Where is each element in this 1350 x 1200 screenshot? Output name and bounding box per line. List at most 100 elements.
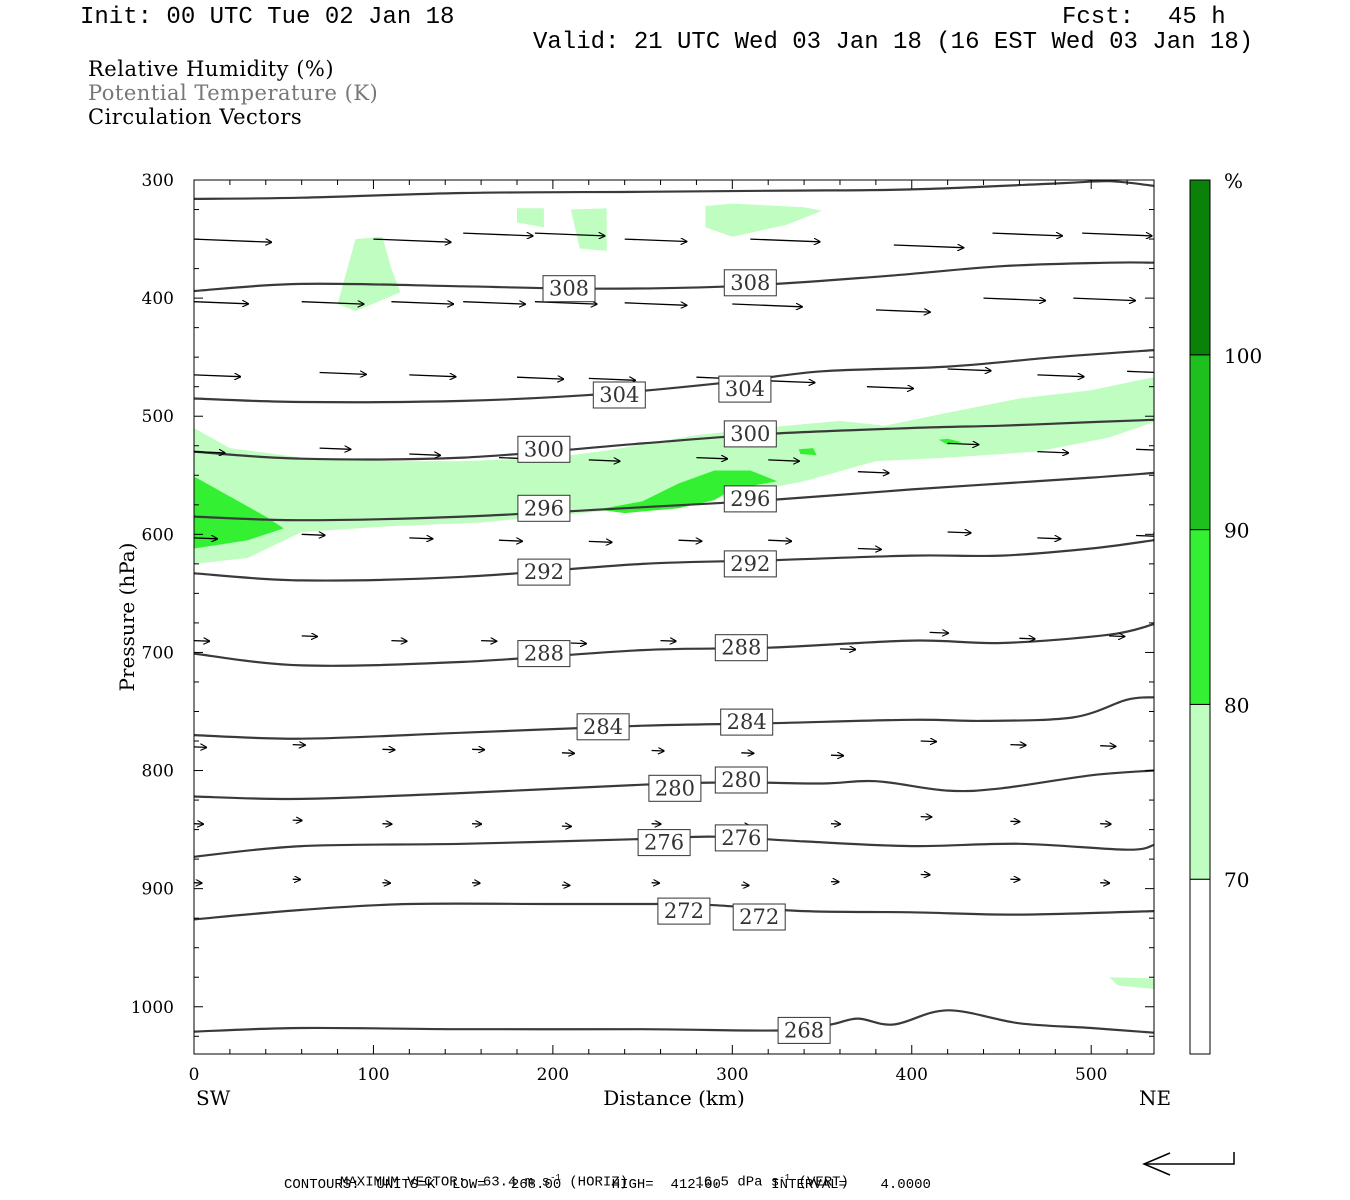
theta-label-308: 308 (542, 275, 596, 303)
forecast-hour: 45 h (1168, 4, 1226, 31)
theta-label-box (517, 494, 571, 522)
reference-vector (1142, 1152, 1235, 1176)
circulation-vector (391, 641, 407, 642)
forecast-label: Fcst: (1062, 4, 1135, 31)
rh-region-70-80 (705, 203, 822, 237)
rh-region-80-90 (597, 470, 778, 514)
circulation-vector (1010, 745, 1026, 746)
theta-label-box (777, 1016, 831, 1044)
theta-label-272: 272 (657, 897, 711, 925)
circulation-vector (947, 443, 979, 444)
rh-region-80-90 (798, 448, 817, 456)
theta-label-296: 296 (723, 485, 777, 513)
rh-colorbar: 70 80 90 100 (1189, 179, 1262, 1055)
circulation-vector (561, 753, 574, 754)
theta-label-box (657, 897, 711, 925)
theta-label-text: 284 (583, 715, 623, 739)
colorbar-band-80-90 (1189, 529, 1211, 705)
circulation-vector (292, 745, 305, 746)
circulation-vectors (194, 233, 1154, 885)
legend-vectors: Circulation Vectors (88, 105, 303, 129)
circulation-vector (624, 303, 687, 306)
circulation-vector (1136, 536, 1154, 537)
circulation-vector (1073, 298, 1135, 301)
theta-label-308: 308 (723, 269, 777, 297)
y-tick-label: 800 (142, 762, 174, 782)
theta-label-304: 304 (718, 375, 772, 403)
theta-label-text: 304 (599, 383, 639, 407)
circulation-vector (1037, 375, 1084, 377)
circulation-vector (463, 302, 525, 304)
x-tick-label: 200 (537, 1065, 569, 1085)
theta-label-text: 308 (549, 277, 589, 301)
circulation-vector (1153, 233, 1154, 234)
circulation-vector (301, 302, 364, 304)
theta-contour-288 (194, 623, 1154, 667)
colorbar-band-none (1189, 878, 1211, 1055)
circulation-vector (893, 245, 964, 248)
circulation-vector (1100, 746, 1116, 747)
theta-label-276: 276 (637, 829, 691, 857)
colorbar-unit: % (1224, 169, 1243, 193)
circulation-vector (1082, 233, 1152, 236)
theta-label-300: 300 (723, 420, 777, 448)
circulation-vector (768, 540, 791, 541)
circulation-vector (1136, 448, 1154, 451)
rh-region-70-80 (337, 236, 401, 312)
circulation-vector (481, 641, 497, 642)
circulation-vector (516, 377, 564, 379)
rh-region-80-90 (194, 476, 284, 549)
theta-label-text: 288 (524, 642, 564, 666)
theta-label-text: 296 (730, 487, 770, 511)
circulation-vector (1037, 538, 1060, 539)
theta-label-284: 284 (720, 708, 774, 736)
circulation-vector (194, 375, 241, 377)
circulation-vector (409, 454, 440, 455)
circulation-vector (373, 238, 451, 242)
theta-label-box (718, 375, 772, 403)
theta-label-box (648, 774, 702, 802)
circulation-vector (1037, 452, 1068, 453)
theta-label-text: 276 (721, 826, 761, 850)
x-tick-label: 300 (716, 1065, 748, 1085)
y-tick-label: 1000 (131, 998, 174, 1018)
circulation-vector (194, 302, 248, 304)
theta-contour-268 (194, 1009, 1154, 1034)
colorbar-label: 90 (1224, 519, 1249, 543)
theta-label-text: 276 (644, 831, 684, 855)
theta-label-box (714, 824, 768, 852)
circulation-vector (588, 460, 620, 461)
colorbar-label: 80 (1224, 693, 1249, 717)
legend-theta: Potential Temperature (K) (88, 81, 379, 105)
circulation-vector (875, 310, 930, 312)
circulation-vector (992, 233, 1063, 236)
theta-label-box (517, 435, 571, 463)
theta-label-box (637, 829, 691, 857)
circulation-vector (319, 373, 367, 375)
circulation-vector (472, 749, 484, 750)
circulation-vector (588, 541, 612, 542)
circulation-vector (857, 549, 881, 550)
theta-label-288: 288 (517, 640, 571, 668)
colorbar-label: 100 (1224, 344, 1262, 368)
circulation-vector (866, 387, 914, 389)
circulation-vector (391, 302, 453, 304)
y-tick-label: 600 (142, 525, 174, 545)
theta-label-text: 292 (730, 552, 770, 576)
circulation-vector (409, 375, 456, 377)
circulation-vector (947, 532, 971, 533)
x-end-label-ne: NE (1139, 1086, 1171, 1110)
init-time: Init: 00 UTC Tue 02 Jan 18 (80, 4, 455, 31)
colorbar-band-70-80 (1189, 703, 1211, 880)
circulation-vector (194, 747, 206, 748)
theta-label-292: 292 (723, 550, 777, 578)
theta-label-text: 288 (721, 636, 761, 660)
x-tick-label: 500 (1075, 1065, 1107, 1085)
theta-label-box (723, 420, 777, 448)
contours-info: CONTOURS: UNITS=K LOW= 268.00 HIGH= 412.… (284, 1177, 931, 1193)
theta-label-box (517, 640, 571, 668)
circulation-vector (651, 751, 664, 752)
y-axis-label: Pressure (hPa) (115, 543, 139, 692)
colorbar-band-90-100 (1189, 354, 1211, 531)
circulation-vector (857, 472, 889, 473)
